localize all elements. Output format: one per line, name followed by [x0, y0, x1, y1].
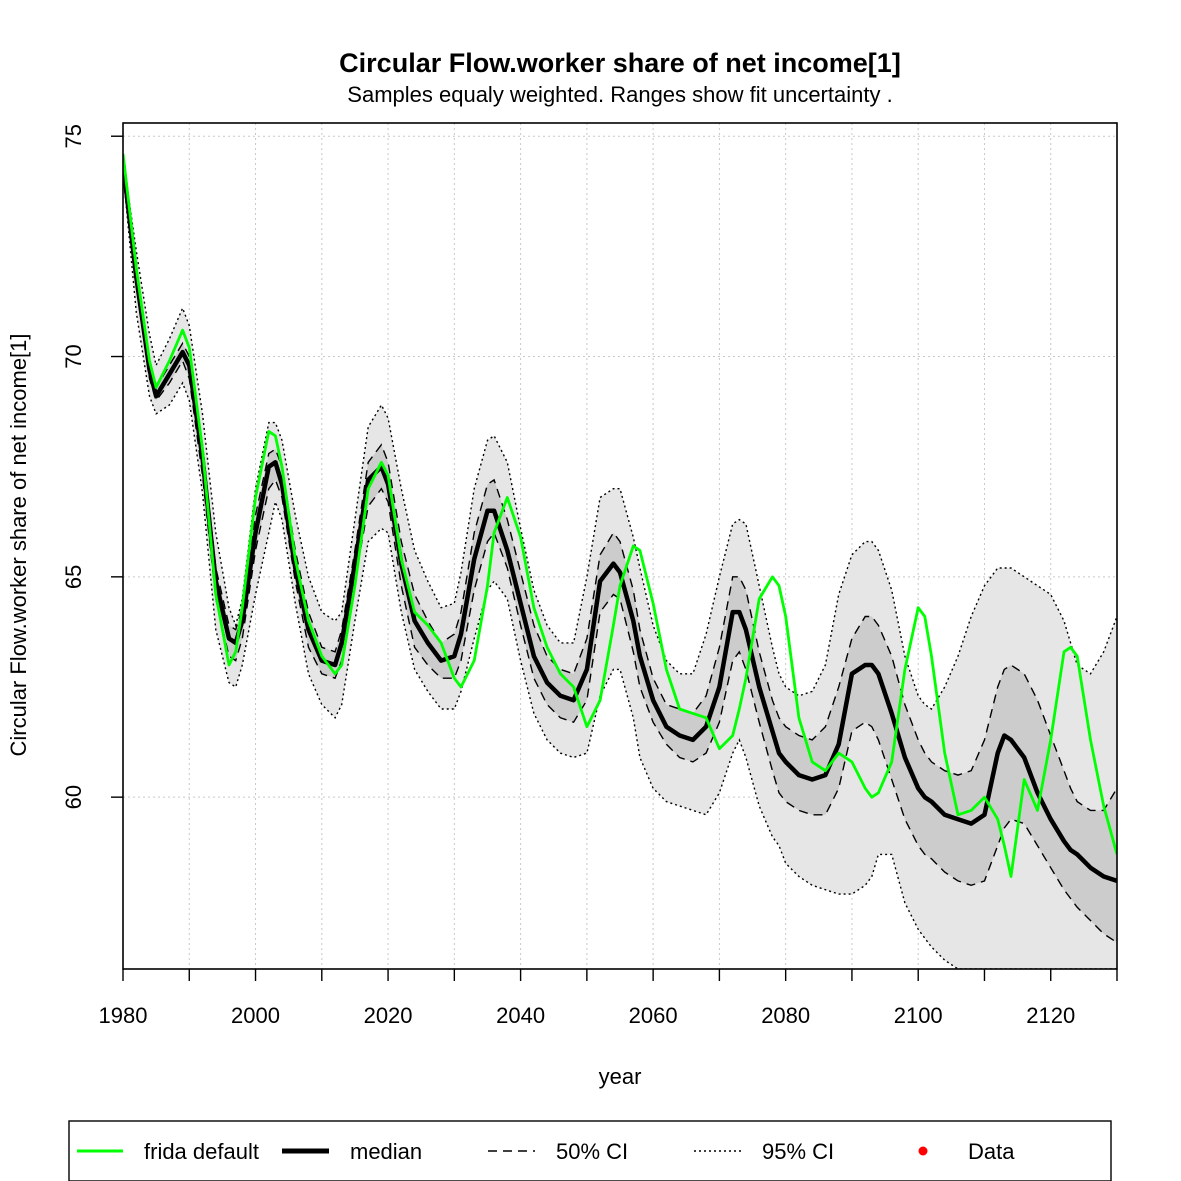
x-tick-label: 2100 [894, 1003, 943, 1028]
x-tick-label: 2040 [496, 1003, 545, 1028]
x-tick-label: 1980 [99, 1003, 148, 1028]
legend-label-median: median [350, 1139, 422, 1164]
legend-label-frida-default: frida default [144, 1139, 259, 1164]
x-axis-label: year [599, 1064, 642, 1089]
median-line [123, 162, 1117, 884]
ci-bands [123, 158, 1117, 969]
legend: frida default median 50% CI 95% CI Data [68, 1120, 1112, 1181]
x-axis: 1980 2000 2020 2040 2060 2080 2100 2120 [99, 969, 1118, 1028]
x-tick-label: 2020 [364, 1003, 413, 1028]
y-tick-label: 70 [61, 344, 86, 368]
frida-default-line [123, 153, 1117, 878]
x-tick-label: 2080 [761, 1003, 810, 1028]
legend-box [68, 1120, 1112, 1181]
legend-label-95ci: 95% CI [762, 1139, 834, 1164]
ci50-band [123, 162, 1117, 943]
x-tick-label: 2000 [231, 1003, 280, 1028]
y-tick-label: 75 [61, 124, 86, 148]
y-tick-label: 65 [61, 565, 86, 589]
legend-label-50ci: 50% CI [556, 1139, 628, 1164]
y-axis-label: Circular Flow.worker share of net income… [6, 333, 31, 756]
legend-label-data: Data [968, 1139, 1015, 1164]
chart-subtitle: Samples equaly weighted. Ranges show fit… [347, 82, 892, 107]
chart-title: Circular Flow.worker share of net income… [339, 48, 901, 78]
ci95-lower-line [123, 171, 1117, 969]
x-tick-label: 2120 [1026, 1003, 1075, 1028]
series-lines [123, 153, 1117, 969]
y-axis: 60 65 70 75 [61, 124, 123, 809]
ci50-lower-line [123, 167, 1117, 944]
legend-swatch-data [918, 1146, 928, 1156]
plot-frame [122, 122, 1118, 970]
x-tick-label: 2060 [629, 1003, 678, 1028]
y-tick-label: 60 [61, 785, 86, 809]
